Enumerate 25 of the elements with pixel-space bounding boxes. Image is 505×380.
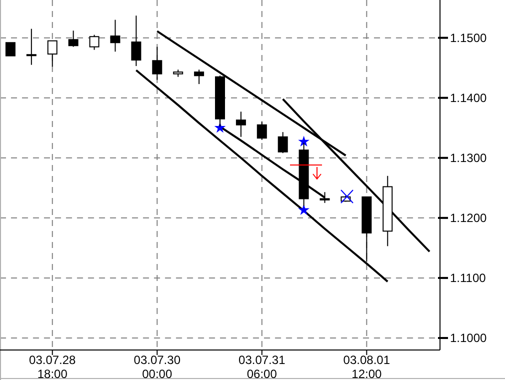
candlestick	[26, 28, 36, 66]
candlestick	[236, 111, 246, 138]
point	[298, 204, 310, 215]
x-tick-label: 03.07.31 06:00	[238, 353, 286, 380]
candlestick	[278, 132, 288, 154]
y-tick-label: 1.1400	[450, 91, 488, 106]
candlestick	[5, 42, 16, 56]
y-tick-label: 1.1000	[450, 331, 488, 346]
line-series	[135, 69, 389, 283]
x-tick-label: 03.07.30 00:00	[134, 353, 181, 380]
y-tick-label: 1.1100	[450, 271, 486, 286]
x-tick-label: 03.07.28 18:00	[29, 353, 76, 380]
candlestick	[152, 46, 162, 80]
candlestick	[131, 15, 142, 67]
y-tick-label: 1.1300	[450, 151, 488, 166]
candlestick	[47, 40, 58, 68]
candlestick	[194, 69, 204, 85]
candlestick	[110, 19, 120, 52]
point	[298, 136, 310, 147]
candlestick	[89, 34, 100, 50]
y-tick-label: 1.1200	[450, 211, 488, 226]
candlestick	[256, 121, 267, 140]
candlestick	[68, 30, 78, 48]
x-tick-label: 03.08.01 12:00	[343, 353, 390, 380]
y-tick-label: 1.1500	[450, 31, 488, 46]
